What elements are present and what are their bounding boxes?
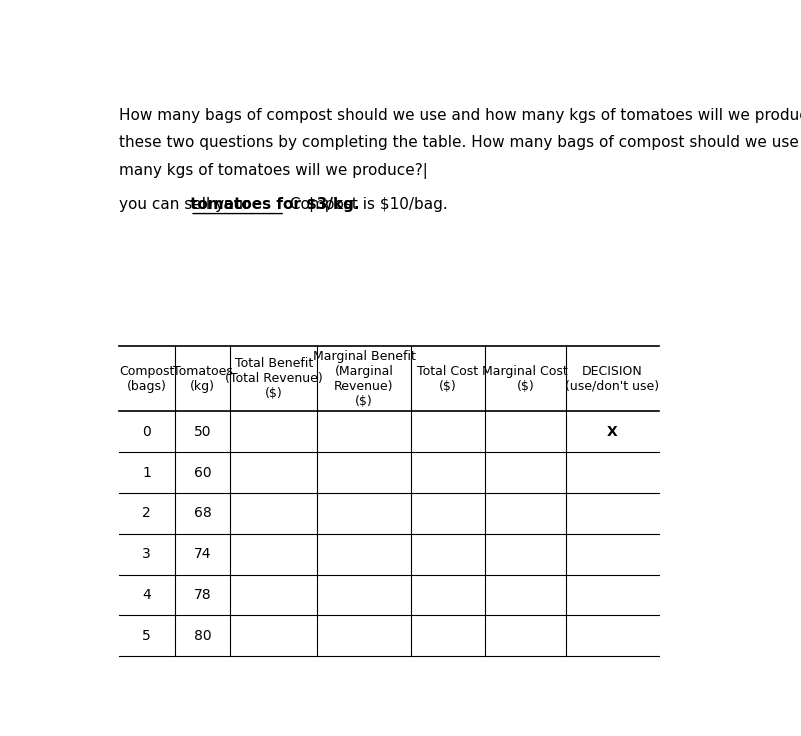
Text: Total Benefit
(Total Revenue)
($): Total Benefit (Total Revenue) ($) xyxy=(225,357,323,400)
Text: Compost is $10/bag.: Compost is $10/bag. xyxy=(285,197,448,211)
Text: 1: 1 xyxy=(143,466,151,480)
Text: 3: 3 xyxy=(143,547,151,561)
Text: 0: 0 xyxy=(143,425,151,439)
Text: X: X xyxy=(607,425,618,439)
Text: many kgs of tomatoes will we produce?|: many kgs of tomatoes will we produce?| xyxy=(119,163,428,179)
Text: How many bags of compost should we use and how many kgs of tomatoes will we prod: How many bags of compost should we use a… xyxy=(119,108,801,123)
Text: these two questions by completing the table. How many bags of compost should we : these two questions by completing the ta… xyxy=(119,135,801,150)
Text: tomatoes for $3/kg.: tomatoes for $3/kg. xyxy=(190,197,360,211)
Text: 50: 50 xyxy=(194,425,211,439)
Text: Total Cost
($): Total Cost ($) xyxy=(417,365,478,393)
Text: Compost
(bags): Compost (bags) xyxy=(119,365,175,393)
Text: 78: 78 xyxy=(194,588,211,602)
Text: 74: 74 xyxy=(194,547,211,561)
Text: 80: 80 xyxy=(194,629,211,643)
Text: DECISION
(use/don't use): DECISION (use/don't use) xyxy=(566,365,659,393)
Text: Marginal Cost
($): Marginal Cost ($) xyxy=(482,365,568,393)
Text: 5: 5 xyxy=(143,629,151,643)
Text: 60: 60 xyxy=(194,466,211,480)
Text: Marginal Benefit
(Marginal
Revenue)
($): Marginal Benefit (Marginal Revenue) ($) xyxy=(312,350,416,408)
Text: Tomatoes
(kg): Tomatoes (kg) xyxy=(172,365,232,393)
Text: you can sell your: you can sell your xyxy=(119,197,254,211)
Text: 2: 2 xyxy=(143,506,151,520)
Text: 68: 68 xyxy=(194,506,211,520)
Text: 4: 4 xyxy=(143,588,151,602)
